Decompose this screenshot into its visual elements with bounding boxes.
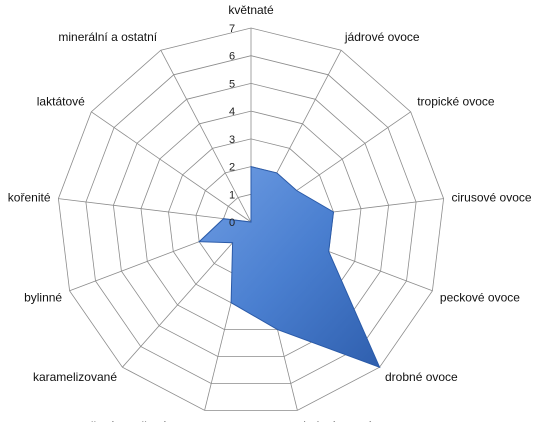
grid-ring-4 bbox=[140, 110, 362, 331]
category-label-9: bylinné bbox=[24, 291, 62, 305]
spoke-12 bbox=[160, 50, 252, 223]
spoke-11 bbox=[91, 111, 252, 223]
category-labels: květnaté jádrové ovoce tropické ovoce cirus… bbox=[8, 3, 532, 422]
spoke-10 bbox=[58, 198, 252, 223]
category-label-2: tropické ovoce bbox=[417, 94, 495, 108]
series-polygon-0 bbox=[197, 165, 381, 369]
category-label-7: vařené a sušené ovoce bbox=[79, 419, 203, 422]
category-label-4: peckové ovoce bbox=[440, 291, 520, 305]
tick-label-4: 4 bbox=[229, 106, 235, 118]
tick-label-2: 2 bbox=[229, 162, 235, 174]
grid-ring-6 bbox=[85, 55, 417, 384]
category-label-5: drobné ovoce bbox=[385, 370, 458, 384]
category-label-3: cirusové ovoce bbox=[452, 191, 532, 205]
tick-label-3: 3 bbox=[229, 134, 235, 146]
grid-ring-5 bbox=[112, 82, 390, 357]
tick-label-5: 5 bbox=[229, 78, 235, 90]
grid-ring-7 bbox=[57, 27, 445, 411]
category-label-1: jádrové ovoce bbox=[344, 30, 420, 44]
category-label-8: karamelizované bbox=[33, 370, 117, 384]
category-label-10: kořenité bbox=[8, 191, 51, 205]
radar-series-layer bbox=[197, 165, 381, 369]
category-label-0: květnaté bbox=[228, 3, 274, 17]
spoke-8 bbox=[122, 221, 252, 368]
radial-tick-labels: 0 1 2 3 4 5 6 7 bbox=[229, 23, 235, 229]
tick-label-7: 7 bbox=[229, 23, 235, 35]
tick-label-1: 1 bbox=[229, 189, 235, 201]
category-label-11: laktátové bbox=[37, 94, 85, 108]
category-label-12: minerální a ostatní bbox=[58, 30, 157, 44]
tick-label-0: 0 bbox=[229, 217, 235, 229]
category-label-6: drobné tmavé ovoce bbox=[299, 419, 408, 422]
tick-label-6: 6 bbox=[229, 51, 235, 63]
